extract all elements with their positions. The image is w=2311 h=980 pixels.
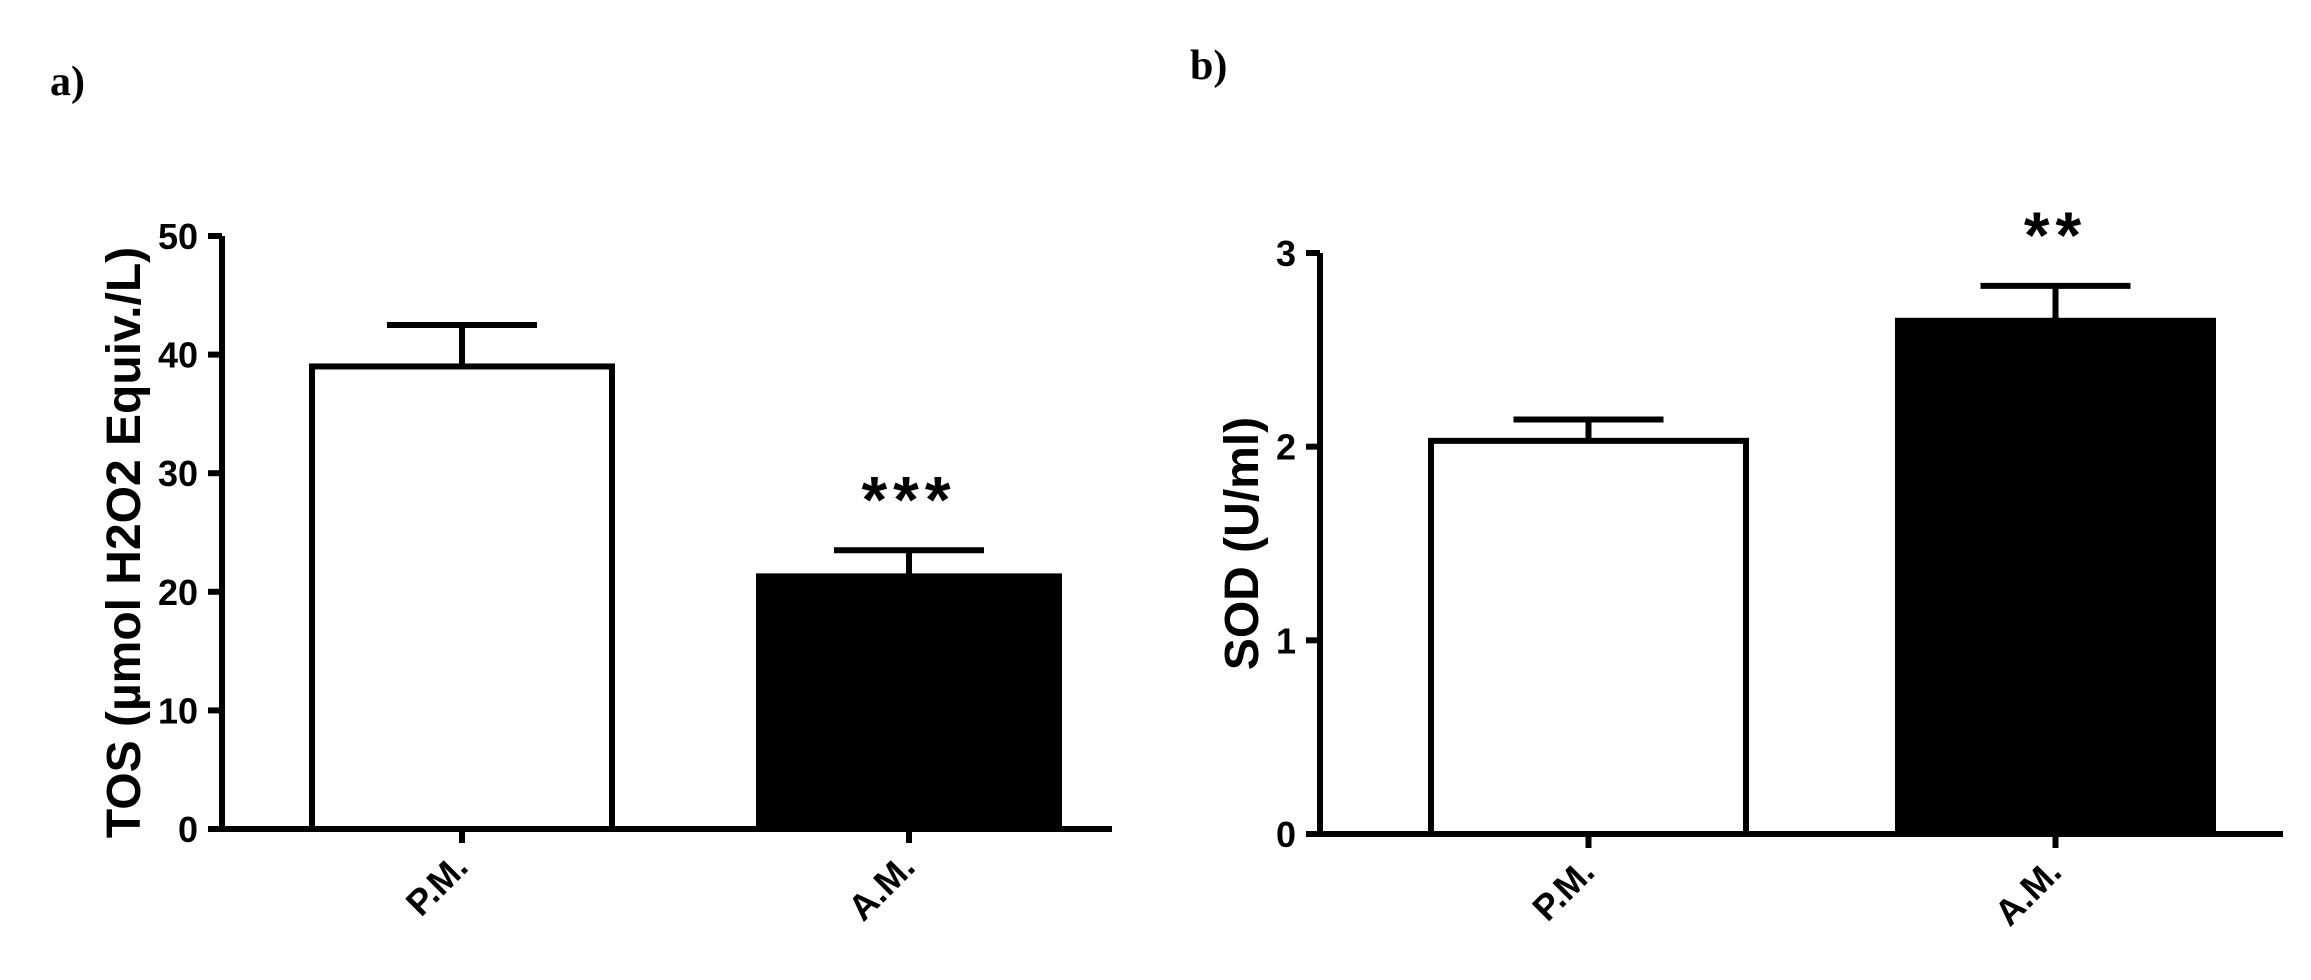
panel-a-significance-label: *** — [861, 462, 956, 536]
panel-b-x-tick-label: P.M. — [1524, 851, 1602, 929]
panel-a-y-tick-label: 20 — [158, 572, 198, 613]
panel-b-bar — [1895, 317, 2216, 837]
panel-a-letter: a) — [50, 59, 85, 105]
panel-b-x-tick-label: A.M. — [1986, 851, 2069, 934]
panel-a-y-axis-title: TOS (µmol H2O2 Equiv./L) — [98, 247, 151, 838]
panel-a-y-tick-label: 40 — [158, 335, 198, 376]
panel-b-y-axis-title: SOD (U/ml) — [1216, 417, 1269, 670]
panel-b-bar — [1428, 437, 1749, 837]
panel-b-y-tick-label: 1 — [1276, 620, 1296, 661]
panel-a-y-tick-label: 30 — [158, 453, 198, 494]
panel-a-bar — [309, 363, 615, 832]
panel-a-y-tick-label: 0 — [178, 809, 198, 850]
chart-b: ** 0 1 2 3 P.M. A.M. SOD (U/ml) — [1216, 198, 2283, 933]
chart-a: *** 0 10 20 30 40 50 P.M. A.M. TOS (µmol H2O2 Equ… — [98, 216, 1112, 928]
panel-a-bar — [756, 573, 1062, 833]
panel-b-y-tick-label: 2 — [1276, 427, 1296, 468]
panel-b-y-tick-label: 3 — [1276, 233, 1296, 274]
panel-a-x-tick-label: P.M. — [398, 846, 476, 924]
panel-b-letter: b) — [1190, 43, 1228, 89]
panel-a-y-tick-label: 10 — [158, 690, 198, 731]
panel-a-x-tick-label: A.M. — [840, 846, 923, 929]
panel-b-y-tick-label: 0 — [1276, 814, 1296, 855]
panel-b-significance-label: ** — [2024, 198, 2087, 272]
panel-a-y-tick-label: 50 — [158, 216, 198, 257]
